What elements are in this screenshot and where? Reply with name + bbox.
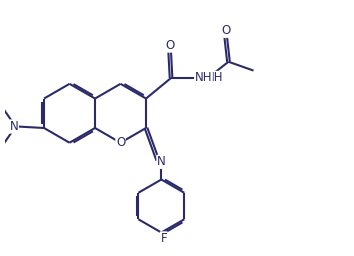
Text: O: O bbox=[222, 24, 231, 37]
Text: F: F bbox=[160, 232, 167, 245]
Text: NH: NH bbox=[195, 71, 212, 84]
Text: O: O bbox=[165, 39, 174, 52]
Text: N: N bbox=[10, 120, 18, 133]
Text: NH: NH bbox=[206, 71, 223, 84]
Text: O: O bbox=[116, 136, 125, 149]
Text: N: N bbox=[157, 155, 166, 168]
